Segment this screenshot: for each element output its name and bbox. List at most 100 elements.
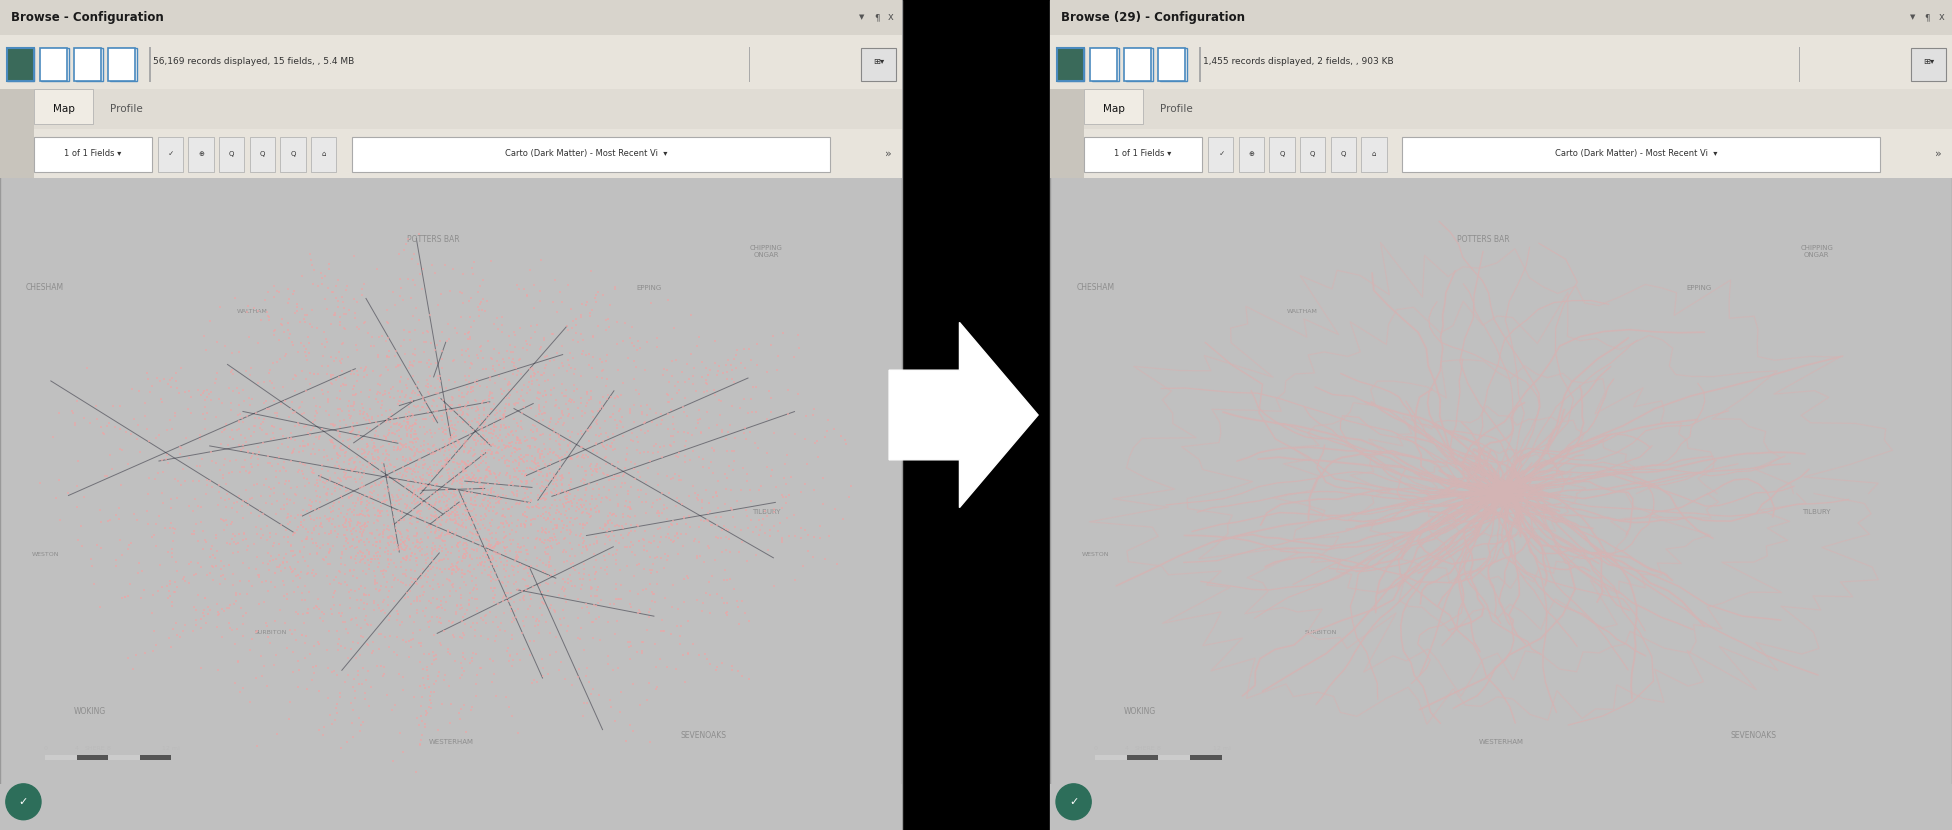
Point bbox=[468, 613, 500, 627]
Point bbox=[371, 350, 402, 364]
Point bbox=[558, 492, 590, 505]
Point bbox=[338, 509, 369, 522]
Point bbox=[619, 457, 650, 471]
Point bbox=[359, 596, 390, 609]
Point bbox=[566, 500, 597, 514]
Point bbox=[465, 480, 496, 493]
Point bbox=[615, 584, 646, 598]
Bar bbox=[250, 137, 275, 172]
Point bbox=[711, 543, 742, 556]
Point bbox=[205, 512, 236, 525]
Point bbox=[480, 470, 511, 483]
Point bbox=[574, 421, 605, 434]
Point bbox=[424, 540, 455, 553]
Point bbox=[439, 484, 470, 497]
Point bbox=[328, 413, 359, 427]
Point bbox=[554, 488, 586, 501]
Point bbox=[377, 530, 408, 543]
Point bbox=[414, 387, 445, 400]
Point bbox=[474, 535, 506, 548]
Point bbox=[484, 453, 515, 466]
Point bbox=[461, 458, 492, 471]
Point bbox=[457, 617, 488, 630]
Point bbox=[342, 387, 373, 400]
Point bbox=[642, 340, 673, 354]
Point bbox=[455, 497, 486, 510]
Point bbox=[424, 563, 455, 576]
Point bbox=[642, 565, 673, 579]
Point bbox=[517, 611, 549, 624]
Point bbox=[349, 613, 381, 626]
Point bbox=[439, 430, 470, 443]
Point bbox=[137, 530, 168, 544]
Point bbox=[353, 496, 385, 510]
Point bbox=[59, 418, 90, 432]
Point bbox=[490, 489, 521, 502]
Point bbox=[580, 501, 611, 515]
Point bbox=[400, 592, 431, 605]
Point bbox=[511, 467, 543, 481]
Point bbox=[455, 586, 486, 599]
Point bbox=[207, 397, 238, 410]
Point bbox=[547, 408, 578, 422]
Point bbox=[457, 471, 488, 485]
Point bbox=[509, 517, 541, 530]
Point bbox=[478, 391, 509, 404]
Point bbox=[521, 676, 552, 689]
Point bbox=[224, 465, 256, 478]
Point bbox=[648, 624, 679, 637]
Point bbox=[504, 464, 535, 477]
Point bbox=[435, 432, 467, 446]
Point bbox=[584, 395, 615, 408]
Point bbox=[351, 508, 383, 521]
Point bbox=[402, 515, 433, 529]
Point bbox=[670, 510, 701, 523]
Point bbox=[103, 422, 135, 436]
Point bbox=[209, 423, 240, 437]
Point bbox=[455, 518, 486, 531]
Point bbox=[390, 423, 422, 437]
Point bbox=[468, 491, 500, 505]
Point bbox=[287, 628, 318, 642]
Point bbox=[578, 330, 609, 344]
Point bbox=[570, 488, 601, 501]
Point bbox=[254, 637, 285, 650]
Point bbox=[465, 344, 496, 358]
Point bbox=[386, 384, 418, 398]
Point bbox=[533, 540, 564, 554]
Point bbox=[439, 517, 470, 530]
Point bbox=[457, 701, 488, 714]
Point bbox=[299, 413, 330, 427]
Point bbox=[57, 404, 88, 417]
Point bbox=[439, 441, 470, 454]
Point bbox=[457, 654, 488, 667]
Point bbox=[402, 535, 433, 549]
Point bbox=[642, 331, 673, 344]
Point bbox=[406, 496, 437, 510]
Point bbox=[252, 427, 283, 441]
Point bbox=[435, 477, 467, 491]
Point bbox=[142, 428, 174, 442]
Point bbox=[535, 626, 566, 639]
Point bbox=[402, 483, 433, 496]
Point bbox=[453, 471, 484, 484]
Point bbox=[541, 305, 572, 319]
Point bbox=[373, 560, 404, 574]
Point bbox=[357, 364, 388, 378]
Point bbox=[394, 579, 426, 592]
Point bbox=[346, 476, 377, 490]
Point bbox=[398, 342, 429, 355]
Point bbox=[410, 609, 441, 622]
Point bbox=[549, 389, 580, 403]
Point bbox=[330, 520, 361, 534]
Point bbox=[429, 382, 461, 395]
Point bbox=[427, 400, 459, 413]
Point bbox=[195, 393, 226, 407]
Point bbox=[492, 594, 523, 608]
Point bbox=[426, 469, 457, 482]
Bar bbox=[0, 129, 35, 178]
Point bbox=[369, 463, 400, 476]
Point bbox=[593, 430, 625, 443]
Point bbox=[344, 517, 375, 530]
Point bbox=[330, 447, 361, 460]
